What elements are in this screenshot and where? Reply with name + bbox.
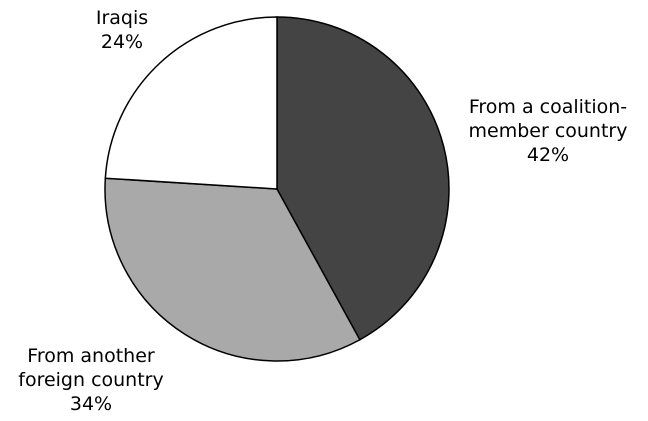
slice-label-line: member country xyxy=(469,120,628,142)
slice-label-line: From a coalition- xyxy=(469,96,627,118)
slice-label-line: 42% xyxy=(527,144,569,166)
pie-slice-foreign xyxy=(104,177,361,362)
slice-label-line: From another xyxy=(27,345,155,367)
slice-label-line: Iraqis xyxy=(96,7,148,29)
pie-slice-coalition xyxy=(276,16,450,341)
slice-label-coalition: From a coalition-member country 42% xyxy=(469,96,628,166)
slice-label-line: 24% xyxy=(101,31,143,53)
slices-group xyxy=(104,16,450,362)
labels-group: From a coalition-member country 42%From a… xyxy=(18,7,627,415)
slice-label-foreign: From another foreign country 34% xyxy=(18,345,163,415)
slice-label-line: foreign country xyxy=(18,369,163,391)
slice-label-line: 34% xyxy=(70,393,112,415)
pie-slice-iraqis xyxy=(104,16,278,190)
slice-label-iraqis: Iraqis 24% xyxy=(96,7,148,53)
